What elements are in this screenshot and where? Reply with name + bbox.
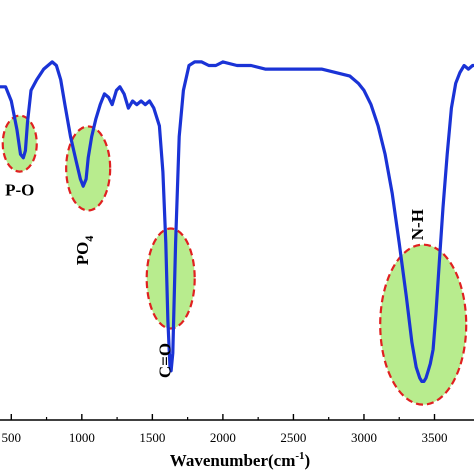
spectrum-line-series [0, 60, 474, 383]
peak-labels: P-O PO4 C=O N-H [5, 181, 427, 378]
peak-label-text: P-O [5, 181, 34, 200]
peak-annotations [1, 114, 468, 406]
peak-label-1: PO4 [73, 236, 96, 266]
x-tick-label: 2500 [280, 430, 306, 445]
x-tick-label: 1000 [69, 430, 95, 445]
x-tick-label: 3500 [422, 430, 448, 445]
x-axis-title-close: ) [305, 451, 311, 470]
peak-label-text: C=O [156, 343, 175, 378]
x-axis-title-superscript: -1 [295, 450, 304, 462]
peak-label-text: PO [73, 242, 92, 266]
x-axis-title: Wavenumber(cm-1) [170, 450, 310, 470]
peak-label-text: N-H [408, 209, 427, 240]
peak-ellipse-3 [379, 243, 468, 406]
x-axis-ticks: 500 1000 1500 2000 2500 3000 3500 [2, 414, 448, 445]
x-tick-label: 1500 [139, 430, 165, 445]
x-tick-label: 500 [2, 430, 22, 445]
peak-label-2: C=O [156, 343, 175, 378]
x-axis-title-main: Wavenumber(cm [170, 451, 296, 470]
peak-label-subscript: 4 [82, 236, 96, 242]
x-tick-label: 3000 [351, 430, 377, 445]
peak-label-0: P-O [5, 181, 34, 200]
peak-label-3: N-H [408, 209, 427, 240]
peak-ellipse-2 [145, 227, 196, 330]
x-tick-label: 2000 [210, 430, 236, 445]
